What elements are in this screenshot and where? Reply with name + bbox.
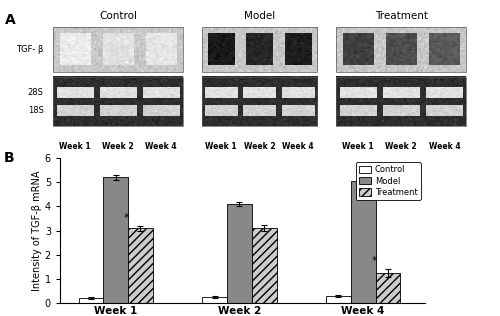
Text: Week 2: Week 2 [102,142,134,151]
Text: Model: Model [244,11,275,21]
Bar [104,177,128,303]
Text: 18S: 18S [28,106,44,115]
Bar [336,27,466,72]
Bar [336,77,466,126]
Bar [202,27,317,72]
Bar [376,273,400,303]
Text: Week 1: Week 1 [206,142,237,151]
Text: *: * [124,213,130,223]
Text: Week 2: Week 2 [244,142,276,151]
Text: TGF- β: TGF- β [16,45,44,54]
Bar [326,296,351,303]
Bar [53,77,183,126]
Text: Week 4: Week 4 [282,142,314,151]
Text: Week 1: Week 1 [59,142,90,151]
Bar [202,77,317,126]
Y-axis label: Intensity of TGF-β mRNA: Intensity of TGF-β mRNA [32,170,42,291]
Bar [351,181,376,303]
Text: Week 1: Week 1 [342,142,374,151]
Bar [252,228,276,303]
Bar [78,298,104,303]
Bar [53,27,183,72]
Text: Week 4: Week 4 [428,142,460,151]
Text: B: B [4,151,14,165]
Bar [202,297,227,303]
Text: Treatment: Treatment [374,11,428,21]
Text: Control: Control [99,11,137,21]
Legend: Control, Model, Treatment: Control, Model, Treatment [356,162,421,200]
Text: *: * [372,256,377,266]
Bar [227,204,252,303]
Text: Week 4: Week 4 [146,142,177,151]
Text: 28S: 28S [28,88,44,97]
Bar [128,228,153,303]
Text: Week 2: Week 2 [386,142,417,151]
Text: A: A [5,13,16,27]
